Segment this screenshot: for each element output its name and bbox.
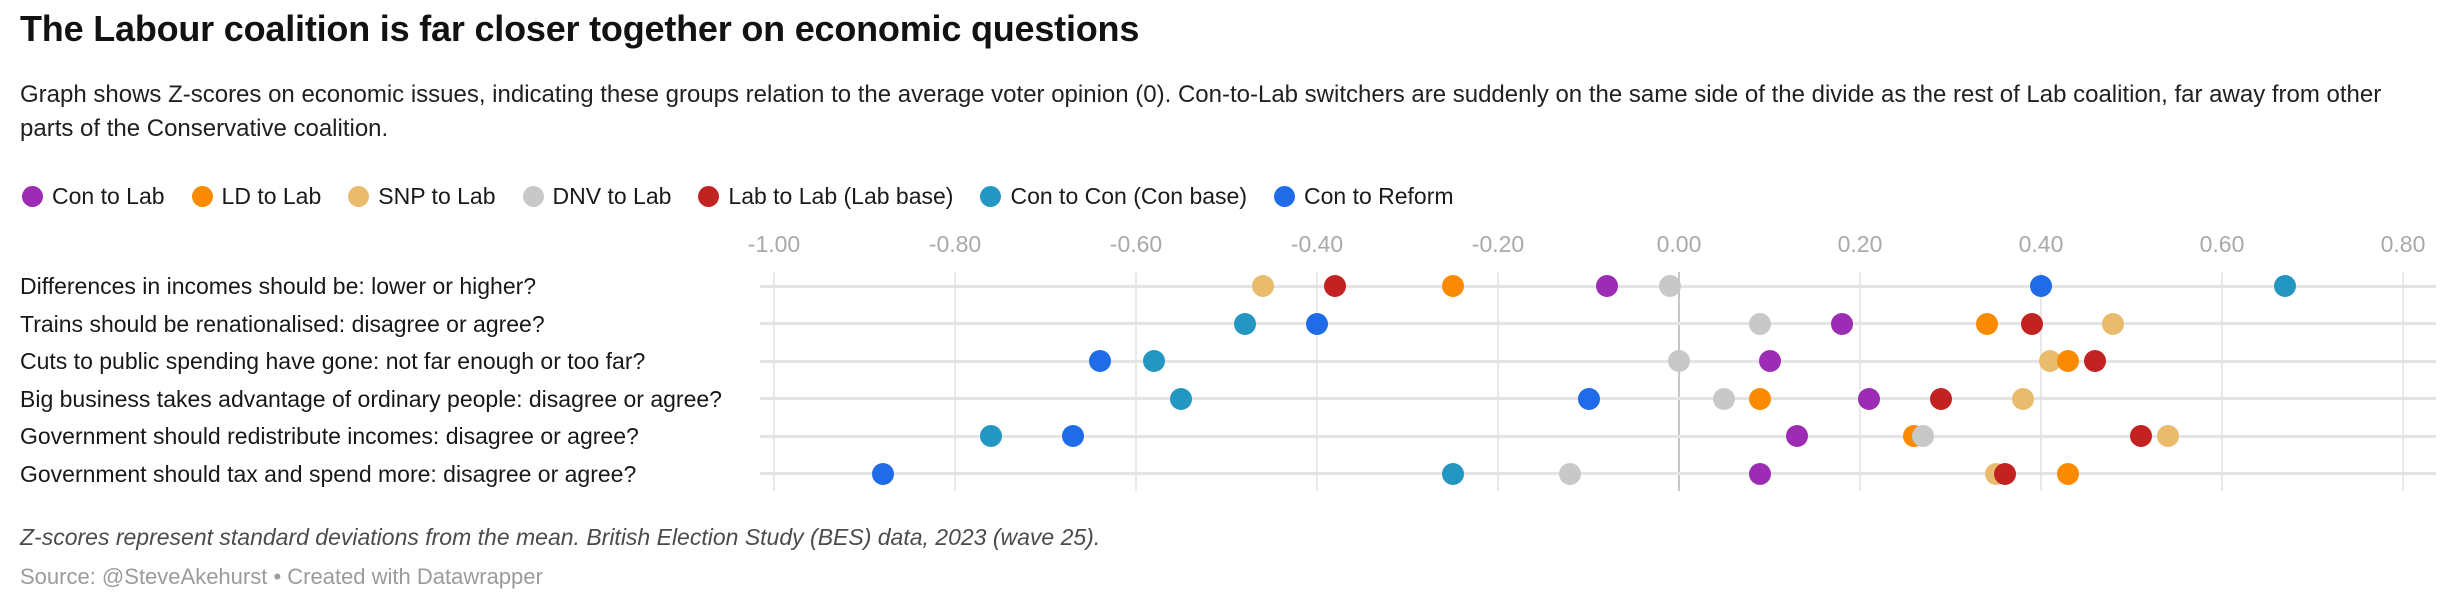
legend-item-con-to-lab: Con to Lab <box>22 183 165 210</box>
x-tick-label: 0.40 <box>2018 231 2064 257</box>
row-label-5: Government should redistribute incomes: … <box>20 423 639 449</box>
legend-item-con-to-con-con-base: Con to Con (Con base) <box>980 183 1247 210</box>
legend: Con to Lab LD to Lab SNP to Lab DNV to Lab L… <box>22 183 1454 210</box>
dot-con-to-con-con-base[interactable] <box>1441 462 1464 485</box>
dot-snp-to-lab[interactable] <box>1251 275 1274 297</box>
dot-con-to-lab[interactable] <box>1595 275 1618 297</box>
dot-lab-to-lab-lab-base[interactable] <box>2020 312 2043 335</box>
row-track <box>760 472 2436 475</box>
dot-con-to-con-con-base[interactable] <box>1170 387 1193 410</box>
legend-label: DNV to Lab <box>552 183 672 209</box>
dot-lab-to-lab-lab-base[interactable] <box>1993 462 2016 485</box>
dot-con-to-con-con-base[interactable] <box>1143 350 1166 372</box>
x-gridline <box>773 272 775 491</box>
row-label-3: Cuts to public spending have gone: not f… <box>20 348 646 374</box>
legend-label: Lab to Lab (Lab base) <box>728 183 954 209</box>
legend-label: LD to Lab <box>221 183 322 209</box>
row-label-6: Government should tax and spend more: di… <box>20 460 637 487</box>
x-tick-label: 0.00 <box>1656 231 1702 257</box>
dot-con-to-lab[interactable] <box>1785 425 1808 447</box>
row-track <box>760 434 2436 438</box>
chart-title: The Labour coalition is far closer toget… <box>20 8 1140 49</box>
legend-label: SNP to Lab <box>378 183 496 209</box>
dot-con-to-reform[interactable] <box>1061 425 1084 447</box>
dot-dnv-to-lab[interactable] <box>1713 387 1736 410</box>
x-tick-label: -1.00 <box>747 231 801 257</box>
dot-con-to-lab[interactable] <box>1830 312 1853 335</box>
legend-label: Con to Lab <box>52 183 165 209</box>
x-gridline <box>2402 272 2404 491</box>
legend-item-dnv-to-lab: DNV to Lab <box>522 183 672 210</box>
dot-con-to-con-con-base[interactable] <box>1233 312 1256 335</box>
legend-swatch-icon <box>1273 186 1295 207</box>
x-tick-label: 0.20 <box>1837 231 1883 257</box>
chart-subtitle: Graph shows Z-scores on economic issues,… <box>20 81 2382 142</box>
dot-con-to-lab[interactable] <box>1749 462 1772 485</box>
dot-con-to-lab[interactable] <box>1758 350 1781 372</box>
dot-ld-to-lab[interactable] <box>1441 275 1464 297</box>
dot-snp-to-lab[interactable] <box>2102 312 2125 335</box>
dot-con-to-con-con-base[interactable] <box>2274 275 2297 297</box>
x-gridline <box>1497 272 1499 491</box>
x-tick-label: -0.20 <box>1471 231 1525 257</box>
legend-item-snp-to-lab: SNP to Lab <box>348 183 496 210</box>
dot-con-to-reform[interactable] <box>1088 350 1111 372</box>
row-label-2: Trains should be renationalised: disagre… <box>20 310 545 337</box>
x-tick-label: 0.80 <box>2380 231 2426 257</box>
legend-item-con-to-reform: Con to Reform <box>1273 183 1454 210</box>
legend-swatch-icon <box>980 186 1002 207</box>
x-gridline <box>1135 272 1137 491</box>
legend-swatch-icon <box>191 186 213 207</box>
x-tick-label: -0.80 <box>928 231 982 257</box>
dot-con-to-lab[interactable] <box>1858 387 1881 410</box>
dot-dnv-to-lab[interactable] <box>1658 275 1681 297</box>
dot-con-to-reform[interactable] <box>1306 312 1328 335</box>
dot-con-to-reform[interactable] <box>1577 387 1600 410</box>
zero-gridline <box>1678 272 1680 491</box>
dot-dnv-to-lab[interactable] <box>1912 425 1935 447</box>
legend-swatch-icon <box>348 186 370 207</box>
row-label-1: Differences in incomes should be: lower … <box>20 273 537 299</box>
dot-ld-to-lab[interactable] <box>1749 387 1772 410</box>
footnote: Z-scores represent standard deviations f… <box>20 524 1101 550</box>
dot-con-to-reform[interactable] <box>871 462 894 485</box>
legend-swatch-icon <box>698 186 720 207</box>
dot-snp-to-lab[interactable] <box>2156 425 2179 447</box>
x-gridline <box>2221 272 2223 491</box>
row-track <box>760 322 2436 325</box>
dot-dnv-to-lab[interactable] <box>1559 462 1582 485</box>
dot-con-to-reform[interactable] <box>2030 275 2052 297</box>
dot-lab-to-lab-lab-base[interactable] <box>1324 275 1347 297</box>
x-tick-label: 0.60 <box>2199 231 2245 257</box>
source-line: Source: @SteveAkehurst • Created with Da… <box>20 564 543 589</box>
legend-item-lab-to-lab-lab-base: Lab to Lab (Lab base) <box>698 183 953 210</box>
legend-swatch-icon <box>522 186 544 207</box>
dot-lab-to-lab-lab-base[interactable] <box>2129 425 2152 447</box>
dot-lab-to-lab-lab-base[interactable] <box>2084 350 2107 372</box>
x-tick-label: -0.60 <box>1109 231 1163 257</box>
x-gridline <box>1316 272 1318 491</box>
dot-ld-to-lab[interactable] <box>2057 350 2080 372</box>
dot-snp-to-lab[interactable] <box>2039 350 2062 372</box>
row-label-4: Big business takes advantage of ordinary… <box>20 385 722 412</box>
x-tick-label: -0.40 <box>1290 231 1344 257</box>
dot-ld-to-lab[interactable] <box>2057 462 2080 485</box>
legend-item-ld-to-lab: LD to Lab <box>191 183 322 210</box>
legend-swatch-icon <box>22 186 43 207</box>
legend-label: Con to Reform <box>1303 183 1454 209</box>
dot-con-to-con-con-base[interactable] <box>980 425 1003 447</box>
x-gridline <box>2040 272 2042 491</box>
dot-dnv-to-lab[interactable] <box>1668 350 1690 372</box>
dot-lab-to-lab-lab-base[interactable] <box>1930 387 1953 410</box>
x-gridline <box>954 272 956 491</box>
legend-label: Con to Con (Con base) <box>1010 183 1247 209</box>
dot-snp-to-lab[interactable] <box>2011 387 2034 410</box>
dot-dnv-to-lab[interactable] <box>1749 312 1772 335</box>
dot-ld-to-lab[interactable] <box>1975 312 1998 335</box>
x-gridline <box>1859 272 1861 491</box>
row-track <box>760 359 2436 363</box>
